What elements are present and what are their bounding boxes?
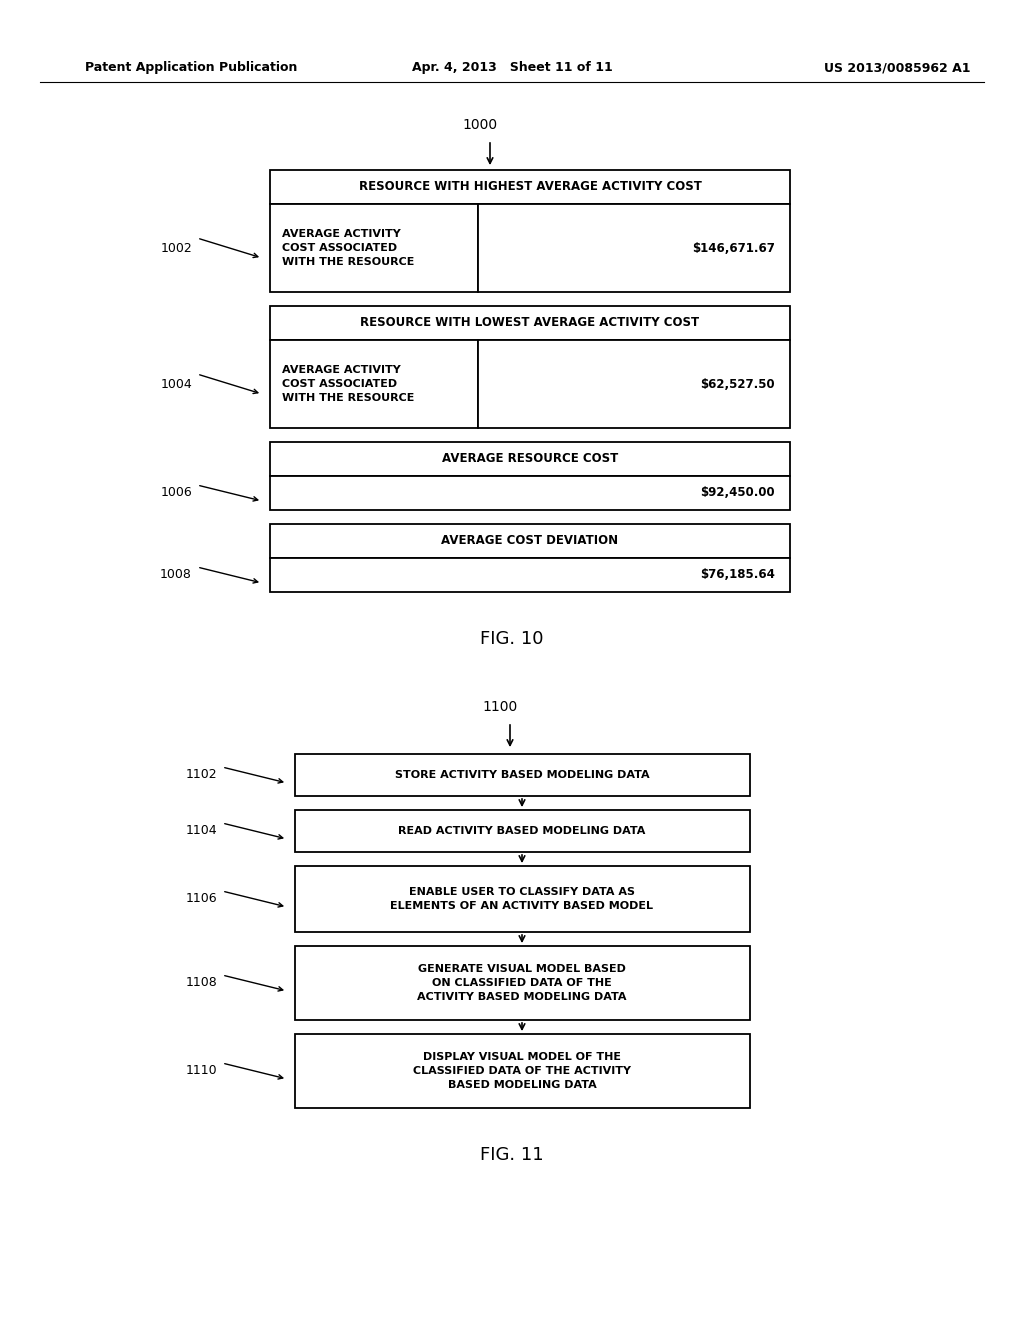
Bar bbox=[295, 946, 750, 1020]
Text: $92,450.00: $92,450.00 bbox=[700, 487, 775, 499]
Text: FIG. 10: FIG. 10 bbox=[480, 630, 544, 648]
Bar bbox=[295, 1034, 750, 1107]
Text: US 2013/0085962 A1: US 2013/0085962 A1 bbox=[823, 62, 970, 74]
Bar bbox=[270, 524, 790, 558]
Bar bbox=[270, 170, 790, 205]
Text: FIG. 11: FIG. 11 bbox=[480, 1146, 544, 1164]
Text: 1000: 1000 bbox=[463, 117, 498, 132]
Text: READ ACTIVITY BASED MODELING DATA: READ ACTIVITY BASED MODELING DATA bbox=[398, 826, 646, 836]
Text: ENABLE USER TO CLASSIFY DATA AS
ELEMENTS OF AN ACTIVITY BASED MODEL: ENABLE USER TO CLASSIFY DATA AS ELEMENTS… bbox=[390, 887, 653, 911]
Bar bbox=[295, 810, 750, 851]
Text: AVERAGE ACTIVITY
COST ASSOCIATED
WITH THE RESOURCE: AVERAGE ACTIVITY COST ASSOCIATED WITH TH… bbox=[282, 228, 415, 267]
Text: Apr. 4, 2013   Sheet 11 of 11: Apr. 4, 2013 Sheet 11 of 11 bbox=[412, 62, 612, 74]
Bar bbox=[270, 205, 478, 292]
Text: GENERATE VISUAL MODEL BASED
ON CLASSIFIED DATA OF THE
ACTIVITY BASED MODELING DA: GENERATE VISUAL MODEL BASED ON CLASSIFIE… bbox=[417, 965, 627, 1002]
Bar bbox=[270, 306, 790, 341]
Bar bbox=[478, 341, 790, 428]
Bar bbox=[478, 205, 790, 292]
Bar bbox=[270, 477, 790, 510]
Bar bbox=[270, 341, 478, 428]
Text: 1006: 1006 bbox=[160, 487, 193, 499]
Text: 1004: 1004 bbox=[160, 378, 193, 391]
Text: DISPLAY VISUAL MODEL OF THE
CLASSIFIED DATA OF THE ACTIVITY
BASED MODELING DATA: DISPLAY VISUAL MODEL OF THE CLASSIFIED D… bbox=[413, 1052, 631, 1089]
Text: 1002: 1002 bbox=[160, 242, 193, 255]
Text: 1104: 1104 bbox=[185, 825, 217, 837]
Bar bbox=[270, 442, 790, 477]
Text: 1102: 1102 bbox=[185, 768, 217, 781]
Text: $76,185.64: $76,185.64 bbox=[700, 569, 775, 582]
Text: 1106: 1106 bbox=[185, 892, 217, 906]
Text: STORE ACTIVITY BASED MODELING DATA: STORE ACTIVITY BASED MODELING DATA bbox=[394, 770, 649, 780]
Text: RESOURCE WITH LOWEST AVERAGE ACTIVITY COST: RESOURCE WITH LOWEST AVERAGE ACTIVITY CO… bbox=[360, 317, 699, 330]
Bar bbox=[270, 558, 790, 591]
Text: Patent Application Publication: Patent Application Publication bbox=[85, 62, 297, 74]
Text: 1100: 1100 bbox=[482, 700, 517, 714]
Text: 1008: 1008 bbox=[160, 569, 193, 582]
Text: RESOURCE WITH HIGHEST AVERAGE ACTIVITY COST: RESOURCE WITH HIGHEST AVERAGE ACTIVITY C… bbox=[358, 181, 701, 194]
Text: AVERAGE RESOURCE COST: AVERAGE RESOURCE COST bbox=[442, 453, 618, 466]
Text: 1110: 1110 bbox=[185, 1064, 217, 1077]
Text: AVERAGE COST DEVIATION: AVERAGE COST DEVIATION bbox=[441, 535, 618, 548]
Bar bbox=[295, 754, 750, 796]
Text: 1108: 1108 bbox=[185, 977, 217, 990]
Bar bbox=[295, 866, 750, 932]
Text: $146,671.67: $146,671.67 bbox=[692, 242, 775, 255]
Text: $62,527.50: $62,527.50 bbox=[700, 378, 775, 391]
Text: AVERAGE ACTIVITY
COST ASSOCIATED
WITH THE RESOURCE: AVERAGE ACTIVITY COST ASSOCIATED WITH TH… bbox=[282, 366, 415, 403]
